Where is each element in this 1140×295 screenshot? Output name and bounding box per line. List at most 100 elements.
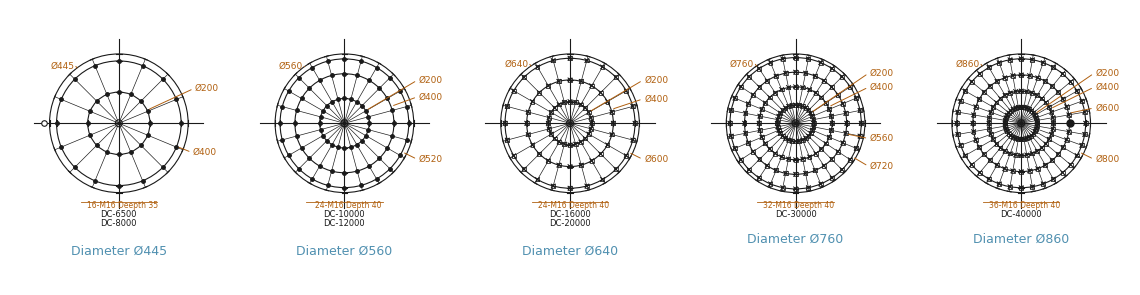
Bar [781,57,784,61]
Bar [1011,135,1015,139]
Bar [828,107,831,111]
Bar [747,168,751,172]
Bar [530,100,535,104]
Bar [804,171,807,175]
Bar [1067,121,1072,125]
Bar [999,146,1002,150]
Bar [781,134,784,138]
Bar [758,158,762,161]
Bar [992,137,995,141]
Bar [781,108,784,112]
Bar [557,103,561,106]
Bar [1013,153,1018,157]
Bar [988,132,993,136]
Text: Diameter Ø860: Diameter Ø860 [974,233,1069,246]
Bar [610,110,613,114]
Text: DC-12000: DC-12000 [324,219,365,228]
Bar [1051,116,1055,119]
Bar [1040,96,1044,101]
Bar [547,116,551,119]
Bar [537,152,542,156]
Bar [505,104,510,108]
Bar [959,99,962,103]
Bar [1051,121,1056,125]
Bar [1023,137,1026,141]
Bar [808,132,813,135]
Text: DC-6500: DC-6500 [100,210,137,219]
Bar [553,137,556,140]
Bar [806,108,811,112]
Text: DC-30000: DC-30000 [775,210,816,219]
Bar [806,186,811,190]
Bar [790,139,793,143]
Bar [764,101,767,105]
Bar [505,138,510,142]
Bar [974,105,978,109]
Bar [524,121,529,125]
Bar [1003,167,1007,171]
Bar [793,85,798,89]
Bar [757,176,762,180]
Bar [552,58,555,63]
Bar [568,78,572,82]
Bar [994,142,999,146]
Bar [1019,89,1023,93]
Bar [1083,110,1086,114]
Bar [811,114,814,118]
Bar [1008,91,1012,95]
Bar [1041,61,1045,65]
Text: Diameter Ø560: Diameter Ø560 [296,245,392,258]
Bar [1061,145,1065,149]
Bar [579,79,584,83]
Bar [822,79,825,83]
Bar [552,184,555,188]
Bar [963,153,967,158]
Bar [1011,107,1015,111]
Bar [820,147,823,151]
Bar [1025,137,1028,140]
Bar [589,116,593,119]
Bar [760,135,764,139]
Bar [1032,132,1035,135]
Bar [808,111,813,115]
Text: 32-M16 Deepth 40: 32-M16 Deepth 40 [764,201,834,210]
Bar [585,184,588,188]
Bar [779,132,782,135]
Bar [758,128,762,132]
Bar [630,138,635,142]
Bar [819,61,823,65]
Bar [605,143,610,147]
Bar [568,56,572,60]
Bar [836,150,840,154]
Bar [773,91,777,95]
Bar [1044,101,1048,104]
Bar [728,121,732,125]
Bar [512,89,515,93]
Bar [797,104,801,107]
Bar [733,146,736,150]
Bar [793,172,798,176]
Bar [1031,91,1034,95]
Bar [765,79,770,83]
Bar [987,121,991,125]
Bar [758,85,762,89]
Bar [546,84,551,88]
Bar [1027,169,1032,173]
Text: Ø200: Ø200 [644,76,668,85]
Bar [1061,97,1065,101]
Text: Ø560: Ø560 [870,134,894,143]
Bar [841,102,845,106]
Text: Ø445: Ø445 [50,62,74,71]
Bar [1011,74,1015,78]
Bar [589,84,594,88]
Bar [1019,137,1023,141]
Bar [751,93,755,97]
Bar [1003,76,1007,80]
Bar [807,155,812,159]
Bar [758,114,762,118]
Bar [747,141,750,145]
Bar [971,130,976,134]
Bar [1007,111,1011,115]
Bar [974,138,978,142]
Bar [800,138,805,142]
